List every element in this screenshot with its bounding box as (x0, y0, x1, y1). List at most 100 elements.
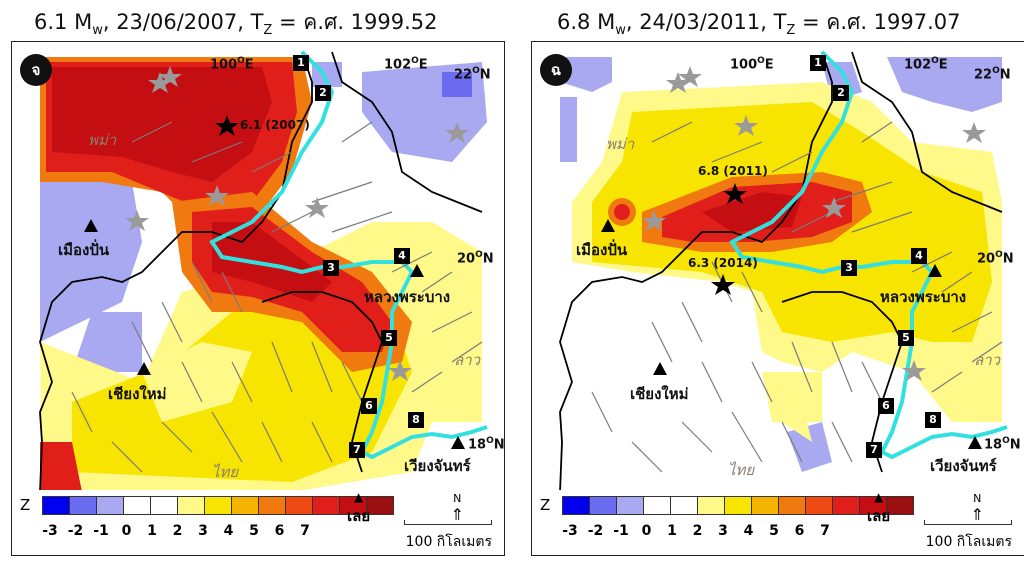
map-1-canvas (39, 50, 488, 493)
mekong-river (209, 50, 488, 460)
river-point-badge: 2 (833, 85, 849, 101)
z-negative-zone (560, 97, 577, 162)
longitude-label: 100OE (210, 56, 254, 73)
river-point-badge: 6 (878, 398, 894, 414)
map-panel-2: ฉ 100OE 102OE 22ON 20ON 18ON พม่า ลาว ไท… (531, 41, 1024, 556)
colorbar-swatch (151, 497, 178, 514)
colorbar-swatch (617, 497, 644, 514)
z-negative-zone (787, 422, 832, 472)
colorbar-swatch (590, 497, 617, 514)
country-label-thailand: ไทย (728, 461, 755, 479)
colorbar-tick-label: 0 (121, 523, 132, 539)
river-point-badge: 2 (315, 85, 331, 101)
colorbar-swatch (43, 497, 70, 514)
historic-star-icons (125, 66, 469, 381)
latitude-label: 18ON (984, 436, 1021, 453)
colorbar-tick-label: 5 (769, 523, 779, 539)
city-label-mueang-pan: เมืองปั่น (576, 241, 628, 259)
colorbar-swatch (563, 497, 590, 514)
colorbar-tick-label: 1 (147, 523, 157, 539)
colorbar-swatch (97, 497, 124, 514)
colorbar-tick-label: -1 (93, 523, 109, 539)
colorbar-swatch (286, 497, 313, 514)
colorbar-swatch (70, 497, 97, 514)
colorbar-swatch (178, 497, 205, 514)
z-negative-zone (442, 72, 472, 97)
city-label-luang-prabang: หลวงพระบาง (364, 288, 451, 306)
country-label-laos: ลาว (974, 351, 1001, 369)
z-zone-yellow (762, 372, 822, 422)
river-point-badge: 5 (381, 330, 397, 346)
panel-label-badge: จ (20, 54, 52, 86)
border-line (261, 291, 383, 473)
border-line (851, 51, 1003, 213)
colorbar-tick-label: 6 (274, 523, 285, 539)
colorbar-swatch (887, 497, 913, 514)
colorbar-tick-label: 7 (300, 523, 310, 539)
historic-star-icons (642, 66, 986, 381)
colorbar-swatch (259, 497, 286, 514)
city-triangle-icons (84, 219, 465, 449)
colorbar-swatch (698, 497, 725, 514)
river-point-badge: 4 (911, 248, 927, 264)
earthquake-star-icon (723, 183, 747, 204)
river-point-badge: 8 (925, 412, 941, 428)
z-zone-darkred (52, 67, 272, 182)
legend: Z -3 -2 -1 0 1 2 3 4 5 6 7 ▲ เลย N ⇑ 100 กิโลเมตร (532, 490, 1024, 555)
colorbar-swatch (124, 497, 151, 514)
city-label-chiang-mai: เชียงใหม่ (630, 385, 689, 403)
earthquake-label: 6.8 (2011) (698, 164, 768, 178)
latitude-label: 20ON (977, 250, 1014, 267)
colorbar-swatch (205, 497, 232, 514)
colorbar-tick-label: 1 (667, 523, 677, 539)
river-point-badge: 1 (293, 55, 309, 71)
border-line (39, 51, 313, 493)
colorbar-swatch (806, 497, 833, 514)
colorbar-swatch (752, 497, 779, 514)
colorbar (562, 496, 914, 515)
z-negative-zone (72, 312, 142, 372)
earthquake-label: 6.3 (2014) (688, 256, 758, 270)
city-triangle-icon: ▲ (353, 490, 364, 504)
latitude-label: 22ON (974, 66, 1011, 83)
colorbar-swatch (671, 497, 698, 514)
longitude-label: 102OE (904, 56, 948, 73)
z-label: Z (540, 496, 551, 514)
colorbar-swatch (779, 497, 806, 514)
z-zone-red (40, 442, 82, 492)
earthquake-star-icon (711, 274, 735, 295)
latitude-label: 22ON (454, 66, 491, 83)
panel-label-badge: ฉ (540, 54, 572, 86)
panel-2-title: 6.8 Mw, 24/03/2011, TZ = ค.ศ. 1997.07 (557, 10, 961, 39)
z-negative-zone (887, 57, 1002, 112)
scale-label: 100 กิโลเมตร (925, 534, 1012, 550)
map-panel-1: จ 100OE 102OE 22ON 20ON 18ON พม่า ลาว ไท… (11, 41, 505, 556)
colorbar-tick-label: 3 (198, 523, 208, 539)
border-line (559, 51, 833, 493)
river-point-badge: 4 (394, 248, 410, 264)
colorbar-tick-label: -2 (587, 523, 604, 539)
city-label-loei: ▲ เลย (867, 490, 891, 525)
z-zone-red (614, 204, 630, 220)
earthquake-star-icon (215, 115, 239, 136)
z-label: Z (20, 496, 31, 514)
north-arrow-icon: N ⇑ (450, 492, 464, 524)
latitude-label: 20ON (457, 250, 494, 267)
north-arrow-icon: N ⇑ (970, 492, 984, 524)
colorbar-tick-label: 3 (718, 523, 728, 539)
river-point-badge: 8 (408, 412, 424, 428)
scale-bar (404, 520, 492, 525)
city-label-vientiane: เวียงจันทร์ (404, 457, 471, 475)
colorbar-swatch (313, 497, 340, 514)
latitude-label: 18ON (468, 436, 505, 453)
scale-label: 100 กิโลเมตร (405, 534, 492, 550)
earthquake-label: 6.1 (2007) (240, 118, 310, 132)
colorbar-ticks: -3 -2 -1 0 1 2 3 4 5 6 7 (42, 523, 328, 541)
country-label-myanmar: พม่า (606, 135, 635, 153)
map-2-canvas (559, 50, 1008, 493)
colorbar-tick-label: -3 (42, 523, 58, 539)
colorbar-swatch (644, 497, 671, 514)
z-zone-yellow (142, 342, 252, 422)
river-point-badge: 5 (898, 330, 914, 346)
colorbar-tick-label: 4 (743, 523, 754, 539)
